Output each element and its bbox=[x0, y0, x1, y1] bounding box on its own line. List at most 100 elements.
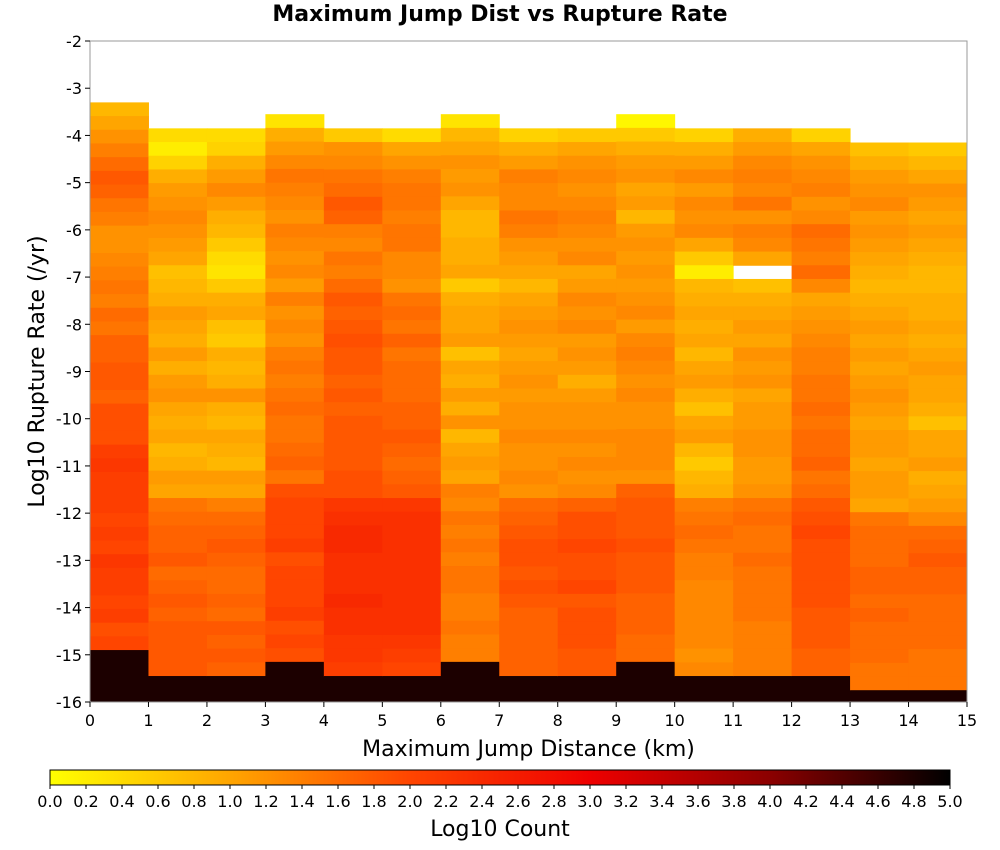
heatmap-cell bbox=[382, 347, 442, 362]
heatmap-cell bbox=[206, 128, 266, 143]
heatmap-cell bbox=[148, 511, 208, 526]
heatmap-cell bbox=[616, 511, 676, 526]
heatmap-cell bbox=[90, 170, 149, 186]
heatmap-cell bbox=[850, 169, 910, 185]
colorbar-tick-label: 2.6 bbox=[505, 792, 530, 811]
heatmap-cell bbox=[674, 593, 734, 609]
heatmap-cell bbox=[616, 141, 676, 156]
heatmap-cell bbox=[499, 511, 559, 526]
heatmap-cell bbox=[440, 593, 500, 608]
heatmap-cell bbox=[733, 456, 793, 472]
heatmap-cell bbox=[557, 169, 617, 184]
heatmap-cell bbox=[850, 457, 910, 472]
heatmap-cell bbox=[908, 690, 968, 703]
y-tick-label: -10 bbox=[56, 410, 82, 429]
heatmap-cell bbox=[791, 525, 851, 540]
heatmap-cell bbox=[440, 470, 500, 485]
heatmap-cell bbox=[499, 456, 559, 472]
heatmap-cell bbox=[90, 321, 149, 336]
heatmap-cell bbox=[148, 498, 208, 513]
heatmap-cell bbox=[440, 579, 500, 594]
colorbar-tick-label: 1.0 bbox=[217, 792, 242, 811]
heatmap-cell bbox=[382, 525, 442, 540]
heatmap-cell bbox=[850, 416, 910, 431]
heatmap-cell bbox=[382, 648, 442, 663]
heatmap-cell bbox=[557, 265, 617, 280]
heatmap-cell bbox=[733, 662, 793, 677]
heatmap-cell bbox=[674, 196, 734, 211]
heatmap-cell bbox=[791, 539, 851, 554]
heatmap-cell bbox=[908, 402, 968, 417]
heatmap-cell bbox=[733, 320, 793, 335]
heatmap-cell bbox=[148, 210, 208, 225]
heatmap-cell bbox=[499, 566, 559, 581]
heatmap-cell bbox=[323, 443, 383, 458]
heatmap-cell bbox=[148, 456, 208, 472]
heatmap-cell bbox=[265, 524, 325, 540]
heatmap-cell bbox=[440, 538, 500, 553]
heatmap-cell bbox=[733, 634, 793, 650]
heatmap-cell bbox=[733, 676, 793, 703]
x-axis-label: Maximum Jump Distance (km) bbox=[362, 737, 695, 762]
heatmap-cell bbox=[674, 155, 734, 170]
y-tick-label: -16 bbox=[56, 693, 82, 712]
x-tick-label: 8 bbox=[553, 711, 563, 730]
heatmap-cell bbox=[499, 210, 559, 225]
heatmap-cell bbox=[440, 237, 500, 252]
colorbar-tick-label: 3.6 bbox=[685, 792, 710, 811]
heatmap-cell bbox=[90, 526, 149, 542]
heatmap-cell bbox=[148, 128, 208, 143]
heatmap-cell bbox=[440, 429, 500, 444]
heatmap-cell bbox=[265, 538, 325, 553]
heatmap-cell bbox=[791, 498, 851, 513]
heatmap-cell bbox=[499, 552, 559, 567]
heatmap-cell bbox=[674, 265, 734, 280]
heatmap-cell bbox=[148, 621, 208, 636]
heatmap-cell bbox=[323, 525, 383, 540]
heatmap-cell bbox=[674, 320, 734, 335]
heatmap-cell bbox=[265, 661, 325, 703]
heatmap-cell bbox=[791, 306, 851, 321]
heatmap-cell bbox=[499, 484, 559, 499]
heatmap-cell bbox=[733, 128, 793, 143]
heatmap-cell bbox=[850, 512, 910, 527]
heatmap-cell bbox=[382, 251, 442, 266]
heatmap-cell bbox=[206, 415, 266, 431]
heatmap-cell bbox=[908, 388, 968, 404]
heatmap-cell bbox=[382, 224, 442, 239]
heatmap-cell bbox=[499, 676, 559, 703]
heatmap-cell bbox=[148, 415, 208, 431]
heatmap-cell bbox=[499, 470, 559, 485]
heatmap-cell bbox=[908, 471, 968, 486]
heatmap-cell bbox=[440, 264, 500, 279]
heatmap-cell bbox=[148, 347, 208, 362]
heatmap-cell bbox=[440, 456, 500, 471]
heatmap-cell bbox=[206, 539, 266, 554]
heatmap-cell bbox=[206, 224, 266, 239]
heatmap-cell bbox=[499, 662, 559, 677]
heatmap-cell bbox=[206, 676, 266, 703]
colorbar-tick-label: 4.8 bbox=[901, 792, 926, 811]
y-tick-label: -4 bbox=[66, 126, 82, 145]
heatmap-cell bbox=[791, 333, 851, 348]
heatmap-cell bbox=[850, 279, 910, 294]
heatmap-cell bbox=[90, 581, 149, 596]
x-tick-label: 15 bbox=[957, 711, 977, 730]
heatmap-cell bbox=[382, 676, 442, 703]
heatmap-cell bbox=[148, 183, 208, 198]
heatmap-cell bbox=[90, 622, 149, 637]
heatmap-cell bbox=[90, 252, 149, 268]
heatmap-cell bbox=[674, 429, 734, 444]
heatmap-cell bbox=[440, 114, 500, 129]
heatmap-cell bbox=[850, 676, 910, 691]
heatmap-cell bbox=[440, 155, 500, 170]
heatmap-cell bbox=[791, 552, 851, 567]
heatmap-cell bbox=[850, 539, 910, 554]
heatmap-cell bbox=[499, 142, 559, 157]
heatmap-cell bbox=[557, 607, 617, 622]
heatmap-cell bbox=[206, 265, 266, 280]
heatmap-cell bbox=[265, 360, 325, 375]
heatmap-cell bbox=[791, 648, 851, 663]
heatmap-cell bbox=[674, 525, 734, 540]
heatmap-cell bbox=[791, 429, 851, 444]
